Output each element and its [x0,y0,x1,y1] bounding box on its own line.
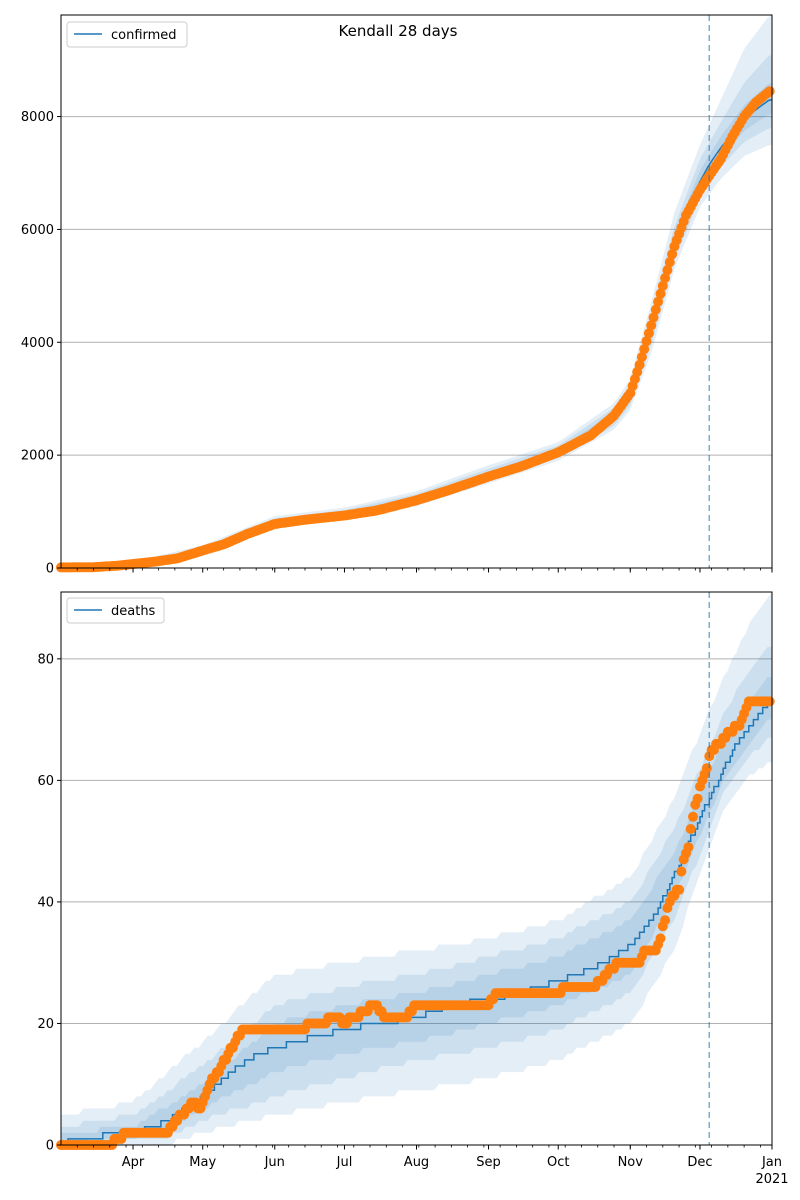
observed-point [636,352,647,362]
confirmed-legend: confirmed [66,21,188,48]
deaths-y-ticks: 0 20 40 60 80 [37,652,61,1154]
observed-point [655,933,666,944]
deaths-panel: 0 20 40 60 80 Apr May Jun Jul Aug Sep Oct Nov Dec Jan… [37,591,789,1187]
observed-point [664,257,675,268]
y-tick-label: 0 [46,562,54,577]
observed-point [764,86,775,97]
x-tick-label: Nov [618,1155,644,1170]
observed-point [648,312,659,323]
observed-point [639,344,650,355]
confirmed-observed-points [56,86,775,573]
observed-point [657,280,668,291]
observed-point [660,273,671,283]
observed-point [701,763,712,774]
observed-point [674,884,685,895]
deaths-x-ticks: Apr May Jun Jul Aug Sep Oct Nov Dec Jan 2021 [76,1145,789,1187]
uncertainty-band-2 [61,646,772,1145]
y-tick-label: 4000 [21,336,54,351]
x-tick-label: Jan [761,1155,782,1170]
y-tick-label: 2000 [21,449,54,464]
observed-point [662,265,673,276]
confirmed-panel: 0 2000 4000 6000 8000 confirmed Kendall 28 d… [21,14,775,577]
confirmed-legend-label: confirmed [111,28,177,43]
observed-point [660,915,671,926]
observed-point [646,320,657,331]
y-tick-label: 40 [37,895,54,910]
confirmed-x-ticks [76,568,773,573]
chart-title: Kendall 28 days [339,22,458,40]
observed-point [688,811,698,822]
x-tick-label: Jul [336,1155,353,1170]
y-tick-label: 80 [37,652,54,667]
observed-point [676,866,687,877]
deaths-legend-label: deaths [111,604,156,619]
observed-point [650,304,661,315]
x-tick-label: Aug [404,1155,429,1170]
deaths-legend: deaths [66,597,165,624]
observed-point [643,328,654,339]
observed-point [641,336,652,347]
confirmed-legend-box [66,21,188,48]
x-tick-label: May [189,1155,216,1170]
x-tick-label: Jun [264,1155,285,1170]
y-tick-label: 8000 [21,110,54,125]
x-tick-label: Oct [547,1155,569,1170]
x-tick-label: Sep [476,1155,501,1170]
y-tick-label: 6000 [21,223,54,238]
x-tick-label: Dec [687,1155,712,1170]
uncertainty-band-1 [61,592,772,1145]
y-tick-label: 20 [37,1017,54,1032]
observed-point [634,359,645,370]
observed-point [685,824,696,834]
x-tick-year-label: 2021 [755,1172,788,1187]
observed-point [764,696,775,707]
observed-point [653,296,664,307]
observed-point [667,249,678,260]
y-tick-label: 0 [46,1139,54,1154]
observed-point [683,842,694,853]
deaths-observed-points [56,696,775,1150]
observed-point [692,793,703,804]
x-tick-label: Apr [122,1155,145,1170]
observed-point [655,288,666,299]
confirmed-y-ticks: 0 2000 4000 6000 8000 [21,110,61,577]
deaths-legend-box [66,597,165,624]
deaths-uncertainty-bands [61,592,772,1145]
y-tick-label: 60 [37,774,54,789]
